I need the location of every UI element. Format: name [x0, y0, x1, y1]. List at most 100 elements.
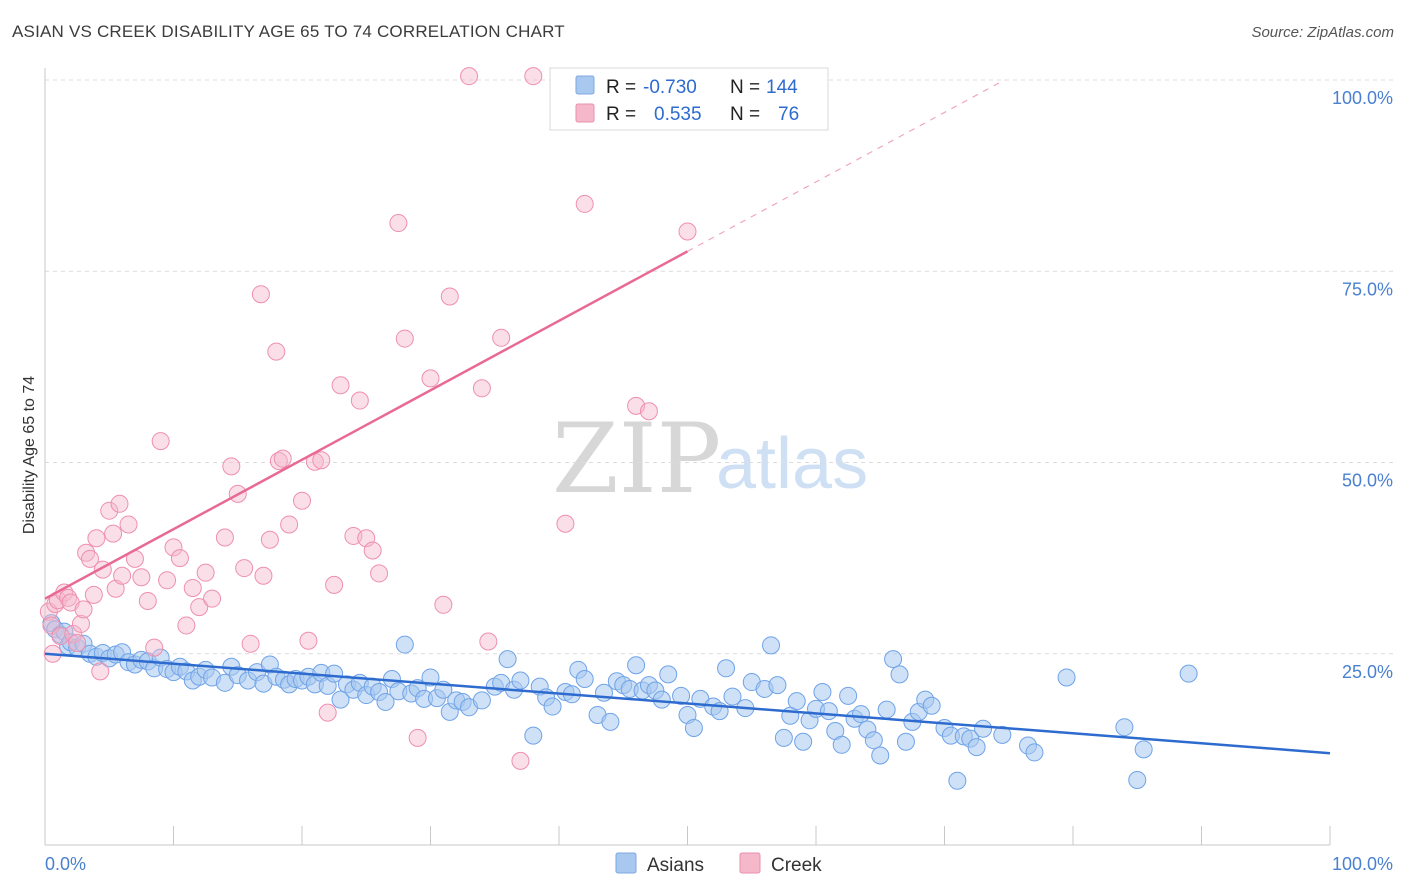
creek-point: [678, 222, 697, 241]
asians-point: [1128, 770, 1147, 789]
creek-point: [575, 194, 594, 213]
creek-point: [106, 579, 125, 598]
creek-point: [395, 329, 414, 348]
creek-point: [280, 515, 299, 534]
creek-point: [408, 728, 427, 747]
asians-point: [511, 671, 530, 690]
creek-point: [190, 598, 209, 617]
asians-point: [839, 686, 858, 705]
creek-point: [241, 634, 260, 653]
asians-point: [762, 636, 781, 655]
asians-point: [575, 669, 594, 688]
asians-point: [864, 731, 883, 750]
asians-point: [395, 635, 414, 654]
asians-trend-line: [44, 652, 1331, 755]
asians-point: [774, 728, 793, 747]
legend-n-value-creek: 76: [778, 104, 799, 125]
asians-point: [1025, 743, 1044, 762]
series-creek: [39, 67, 697, 770]
series-asians: [42, 614, 1198, 790]
bottom-legend-swatch-asians: [615, 852, 637, 874]
asians-point: [498, 650, 517, 669]
creek-point: [434, 595, 453, 614]
trend-layer: [44, 79, 1331, 755]
asians-point: [672, 686, 691, 705]
creek-point: [251, 285, 270, 304]
asians-point: [974, 719, 993, 738]
asians-point: [851, 705, 870, 724]
legend-swatch-creek: [575, 103, 595, 123]
creek-point: [524, 67, 543, 86]
creek-point: [71, 614, 90, 633]
creek-point: [74, 600, 93, 619]
legend-n-value-asians: 144: [766, 77, 798, 98]
asians-point: [896, 732, 915, 751]
creek-point: [113, 566, 132, 585]
asians-point: [472, 691, 491, 710]
asians-point: [877, 700, 896, 719]
creek-trend-extension: [687, 79, 1005, 252]
creek-point: [273, 449, 292, 468]
series-legend: Asians Creek: [615, 852, 822, 876]
bottom-legend-label-asians: Asians: [647, 855, 704, 876]
bottom-legend-label-creek: Creek: [771, 855, 822, 876]
creek-point: [639, 402, 658, 421]
asians-point: [421, 668, 440, 687]
creek-point: [299, 631, 318, 650]
asians-point: [967, 738, 986, 757]
creek-point: [556, 514, 575, 533]
axis-layer: 25.0% 50.0% 75.0% 100.0% 0.0% 100.0%: [44, 68, 1393, 874]
asians-point: [819, 702, 838, 721]
creek-point: [318, 703, 337, 722]
creek-point: [460, 67, 479, 86]
creek-point: [91, 662, 110, 681]
creek-point: [196, 563, 215, 582]
asians-point: [794, 732, 813, 751]
creek-point: [80, 549, 99, 568]
creek-point: [164, 538, 183, 557]
creek-point: [183, 578, 202, 597]
asians-point: [922, 696, 941, 715]
creek-point: [479, 632, 498, 651]
creek-point: [87, 529, 106, 548]
asians-point: [543, 697, 562, 716]
chart-title: ASIAN VS CREEK DISABILITY AGE 65 TO 74 C…: [12, 22, 565, 41]
asians-point: [768, 676, 787, 695]
creek-point: [370, 564, 389, 583]
legend-r-value-creek: 0.535: [654, 104, 702, 125]
source-label: Source: ZipAtlas.com: [1251, 24, 1394, 41]
y-tick-label: 50.0%: [1342, 471, 1393, 491]
creek-point: [170, 549, 189, 568]
asians-point: [325, 664, 344, 683]
legend-r-label-asians: R =: [606, 77, 636, 98]
asians-point: [659, 665, 678, 684]
creek-point: [84, 585, 103, 604]
asians-point: [1057, 668, 1076, 687]
y-tick-label: 25.0%: [1342, 662, 1393, 682]
creek-point: [235, 559, 254, 578]
creek-point: [363, 541, 382, 560]
creek-point: [267, 342, 286, 361]
asians-point: [684, 718, 703, 737]
x-tick-label: 0.0%: [45, 854, 86, 874]
asians-point: [871, 746, 890, 765]
creek-point: [312, 451, 331, 470]
creek-point: [331, 376, 350, 395]
asians-point: [331, 690, 350, 709]
creek-point: [132, 568, 151, 587]
creek-point: [138, 591, 157, 610]
creek-point: [110, 494, 129, 513]
legend-swatch-asians: [575, 75, 595, 95]
creek-point: [177, 616, 196, 635]
asians-point: [890, 665, 909, 684]
legend-n-label-creek: N =: [730, 104, 760, 125]
legend-n-label-asians: N =: [730, 77, 760, 98]
asians-point: [627, 656, 646, 675]
creek-point: [492, 328, 511, 347]
creek-point: [260, 530, 279, 549]
creek-point: [511, 751, 530, 770]
creek-point: [350, 391, 369, 410]
creek-point: [472, 379, 491, 398]
creek-point: [215, 528, 234, 547]
